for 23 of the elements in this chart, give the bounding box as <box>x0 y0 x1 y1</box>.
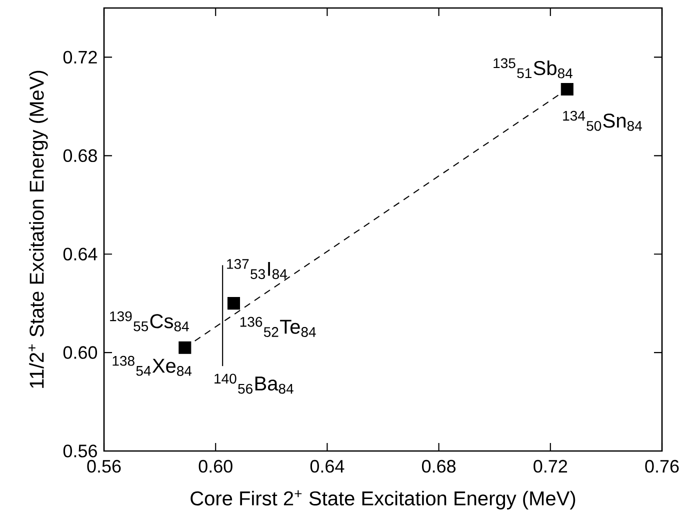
y-tick-label: 0.56 <box>63 444 97 458</box>
x-tick-label: 0.72 <box>534 460 568 473</box>
annotation: 137$_{53}$I$_{84}$ <box>227 259 287 280</box>
point <box>227 297 240 310</box>
annotation: 134$_{50}$Sn$_{84}$ <box>563 110 642 131</box>
point <box>178 341 192 354</box>
y-tick-label: 0.72 <box>63 50 97 64</box>
x-tick-label: 0.64 <box>310 460 344 473</box>
x-tick-label: 0.76 <box>645 460 679 473</box>
y-tick-label: 0.64 <box>63 248 98 260</box>
point <box>560 82 574 96</box>
x-tick-label: 0.60 <box>198 460 232 473</box>
x-tick-label: 0.56 <box>87 460 121 473</box>
y-tick-label: 0.68 <box>63 149 97 162</box>
y-tick-label: 0.60 <box>63 346 98 359</box>
x-axis-title: Core First 2$^{+}$ State Excitation Energy (MeV) <box>190 490 576 510</box>
annotation: 139$_{55}$Cs$_{84}$ <box>110 311 189 332</box>
annotation: 135$_{51}$Sb$_{84}$ <box>494 58 572 78</box>
x-tick-label: 0.68 <box>422 460 456 473</box>
annotation: 138$_{54}$Xe$_{84}$ <box>112 356 192 376</box>
annotation: 136$_{52}$Te$_{84}$ <box>240 316 316 337</box>
y-axis-title: 11/2$^{+}$ State Excitation Energy (MeV) <box>28 70 48 388</box>
annotation: 140$_{56}$Ba$_{84}$ <box>214 374 294 394</box>
